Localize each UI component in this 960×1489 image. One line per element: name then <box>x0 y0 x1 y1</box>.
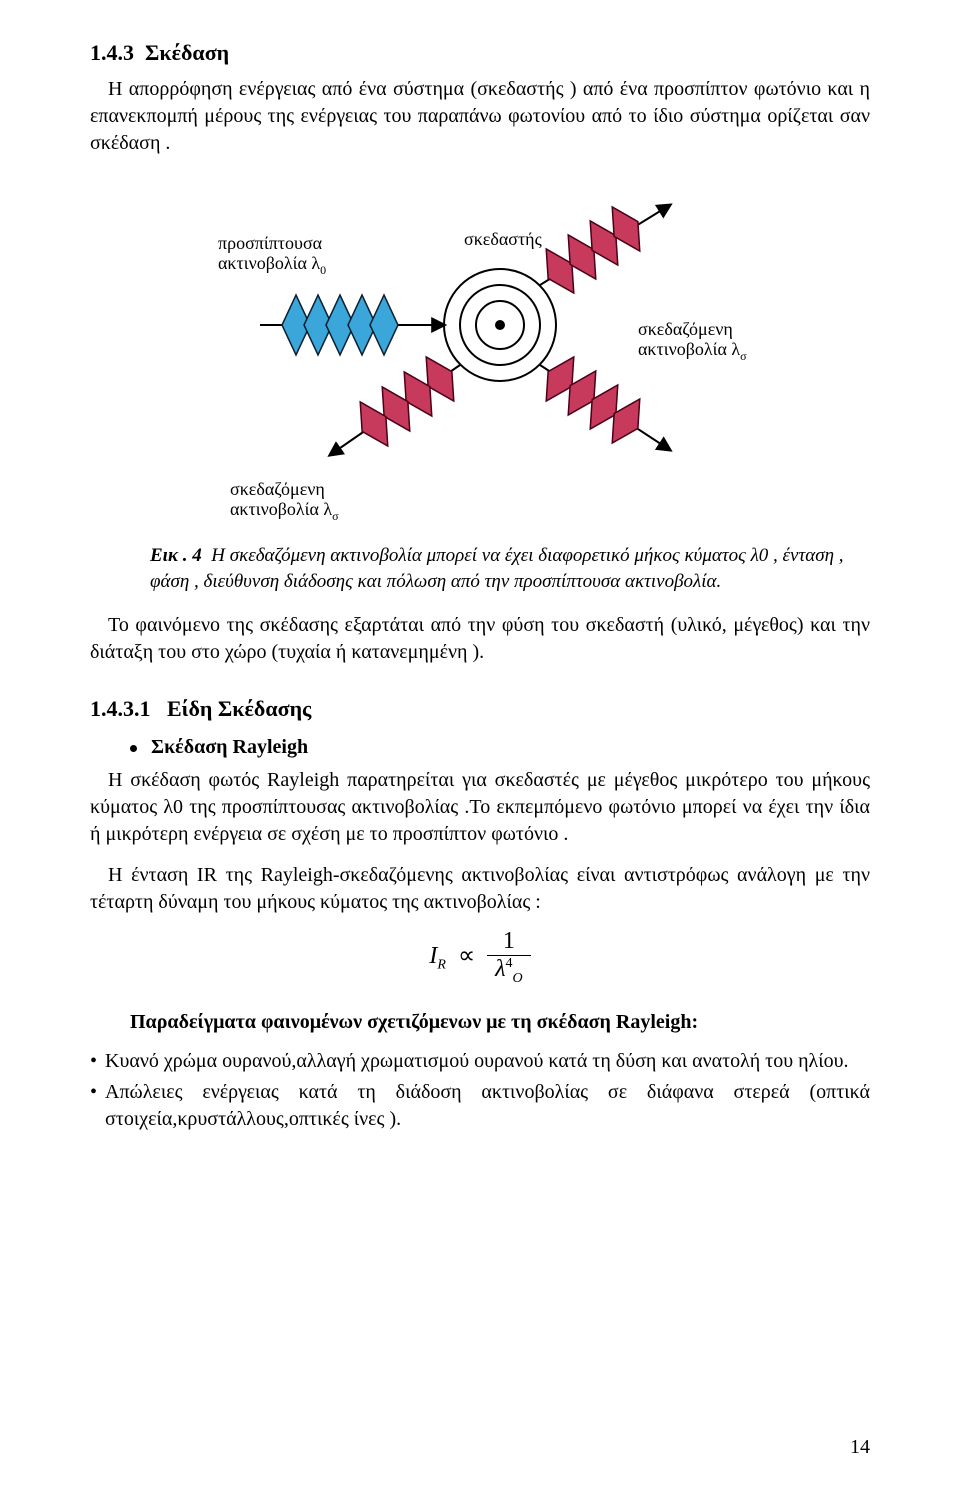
subsection-heading: 1.4.3.1 Είδη Σκέδασης <box>90 696 870 722</box>
incident-plates-icon <box>282 295 398 355</box>
incident-label-line1: προσπίπτουσα <box>218 233 323 253</box>
formula-den-sub: O <box>513 971 523 986</box>
example-text-1: Κυανό χρώμα ουρανού,αλλαγή χρωματισμού ο… <box>105 1048 870 1075</box>
scattered-right-label-line1: σκεδαζόμενη <box>638 319 733 339</box>
bullet-mark-icon: • <box>90 1079 97 1106</box>
section-heading: 1.4.3 Σκέδαση <box>90 40 870 66</box>
figure-caption-text: Η σκεδαζόμενη ακτινοβολία μπορεί να έχει… <box>150 545 844 592</box>
page: 1.4.3 Σκέδαση Η απορρόφηση ενέργειας από… <box>0 0 960 1489</box>
rayleigh-paragraph-1: Η σκέδαση φωτός Rayleigh παρατηρείται γι… <box>90 767 870 848</box>
scatterer-rings-icon <box>444 269 556 381</box>
scattered-up-right-icon <box>534 200 670 301</box>
scattered-bottom-label-line2: ακτινοβολία λσ <box>230 499 339 523</box>
bullet-mark-icon: • <box>90 1048 97 1075</box>
figure-caption-lead: Εικ . 4 <box>150 545 202 566</box>
bullet-dot-icon <box>130 745 137 752</box>
rayleigh-paragraph-2: Η ένταση IR της Rayleigh-σκεδαζόμενης ακ… <box>90 862 870 916</box>
incident-label-line2: ακτινοβολία λ0 <box>218 253 326 277</box>
example-item: • Κυανό χρώμα ουρανού,αλλαγή χρωματισμού… <box>90 1048 870 1075</box>
after-figure-paragraph: Το φαινόμενο της σκέδασης εξαρτάται από … <box>90 612 870 666</box>
diagram-labels: προσπίπτουσα ακτινοβολία λ0 σκεδαστής σκ… <box>218 229 747 523</box>
formula-den-sup: 4 <box>506 956 513 971</box>
subsection-number: 1.4.3.1 <box>90 696 151 721</box>
example-text-2: Απώλειες ενέργειας κατά τη διάδοση ακτιν… <box>105 1079 870 1133</box>
examples-heading: Παραδείγματα φαινομένων σχετιζόμενων με … <box>130 1011 870 1034</box>
rayleigh-bullet: Σκέδαση Rayleigh <box>130 736 870 759</box>
formula-lhs-sub: R <box>437 958 446 973</box>
scattered-right-label-line2: ακτινοβολία λσ <box>638 339 747 363</box>
section-title: Σκέδαση <box>145 40 229 65</box>
page-number: 14 <box>850 1436 870 1459</box>
figure-caption: Εικ . 4 Η σκεδαζόμενη ακτινοβολία μπορεί… <box>150 543 870 594</box>
formula-prop: ∝ <box>458 943 475 969</box>
formula-den-base: λ <box>495 956 505 982</box>
scattered-down-right-icon <box>534 350 670 451</box>
scatterer-label: σκεδαστής <box>464 229 542 249</box>
rayleigh-title: Σκέδαση Rayleigh <box>151 736 308 759</box>
scattering-diagram-svg: προσπίπτουσα ακτινοβολία λ0 σκεδαστής σκ… <box>200 175 760 535</box>
formula-num: 1 <box>487 928 531 956</box>
scattering-diagram: προσπίπτουσα ακτινοβολία λ0 σκεδαστής σκ… <box>200 175 760 535</box>
section-number: 1.4.3 <box>90 40 134 65</box>
scattered-bottom-label-line1: σκεδαζόμενη <box>230 479 325 499</box>
formula: IR ∝ 1 λ4O <box>90 928 870 987</box>
subsection-title: Είδη Σκέδασης <box>167 696 311 721</box>
example-item: • Απώλειες ενέργειας κατά τη διάδοση ακτ… <box>90 1079 870 1133</box>
scattered-down-left-icon <box>330 350 466 455</box>
intro-paragraph: Η απορρόφηση ενέργειας από ένα σύστημα (… <box>90 76 870 157</box>
